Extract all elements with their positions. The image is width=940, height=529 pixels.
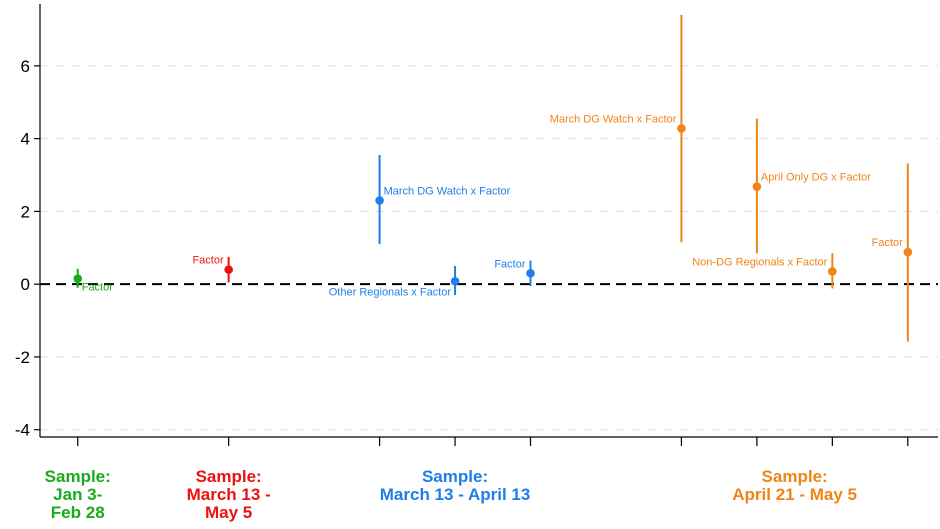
point-estimate xyxy=(450,276,460,286)
y-tick-label: 2 xyxy=(21,202,30,221)
sample-group-label-line: Sample: xyxy=(762,467,828,486)
point-label: Factor xyxy=(494,258,526,270)
sample-group-label-line: Sample: xyxy=(45,467,111,486)
sample-group-label-line: Sample: xyxy=(196,467,262,486)
sample-group-label-line: Jan 3- xyxy=(53,485,102,504)
y-tick-label: -2 xyxy=(15,348,30,367)
point-estimate xyxy=(903,247,913,257)
sample-group-label-line: Feb 28 xyxy=(51,503,105,522)
point-estimate xyxy=(375,196,384,205)
point-label: Other Regionals x Factor xyxy=(329,286,452,298)
point-label: Non-DG Regionals x Factor xyxy=(692,256,827,268)
point-label: Factor xyxy=(82,282,114,294)
sample-group-label-line: May 5 xyxy=(205,503,252,522)
sample-group-label-line: March 13 - xyxy=(187,485,271,504)
point-label: March DG Watch x Factor xyxy=(550,113,677,125)
y-tick-label: 4 xyxy=(21,130,30,149)
sample-group-label: Sample: March 13 -May 5 xyxy=(187,467,271,522)
coefficient-points: Factor Factor March DG Watch x Factor Other… xyxy=(73,14,913,342)
y-tick-label: 0 xyxy=(21,275,30,294)
y-tick-label: -4 xyxy=(15,421,30,440)
gridlines xyxy=(40,65,938,431)
sample-group-label-line: April 21 - May 5 xyxy=(732,485,857,504)
sample-group-label-line: Sample: xyxy=(422,467,488,486)
point-estimate xyxy=(752,182,762,191)
sample-group-label: Sample: April 21 - May 5 xyxy=(732,467,857,504)
point-estimate xyxy=(224,265,233,274)
point-label: Factor xyxy=(872,237,904,249)
point-estimate xyxy=(526,268,535,278)
point-label: Factor xyxy=(192,255,224,267)
sample-group-label: Sample: Jan 3-Feb 28 xyxy=(45,467,111,522)
sample-group-label-line: March 13 - April 13 xyxy=(380,485,531,504)
point-estimate xyxy=(828,267,837,276)
sample-group-label: Sample: March 13 - April 13 xyxy=(380,467,531,504)
point-label: April Only DG x Factor xyxy=(761,172,871,184)
point-label: March DG Watch x Factor xyxy=(384,185,511,197)
point-estimate xyxy=(73,274,83,284)
point-estimate xyxy=(677,124,686,133)
y-tick-label: 6 xyxy=(21,57,30,76)
axes: -4 -2 0 2 4 6 xyxy=(15,4,938,446)
